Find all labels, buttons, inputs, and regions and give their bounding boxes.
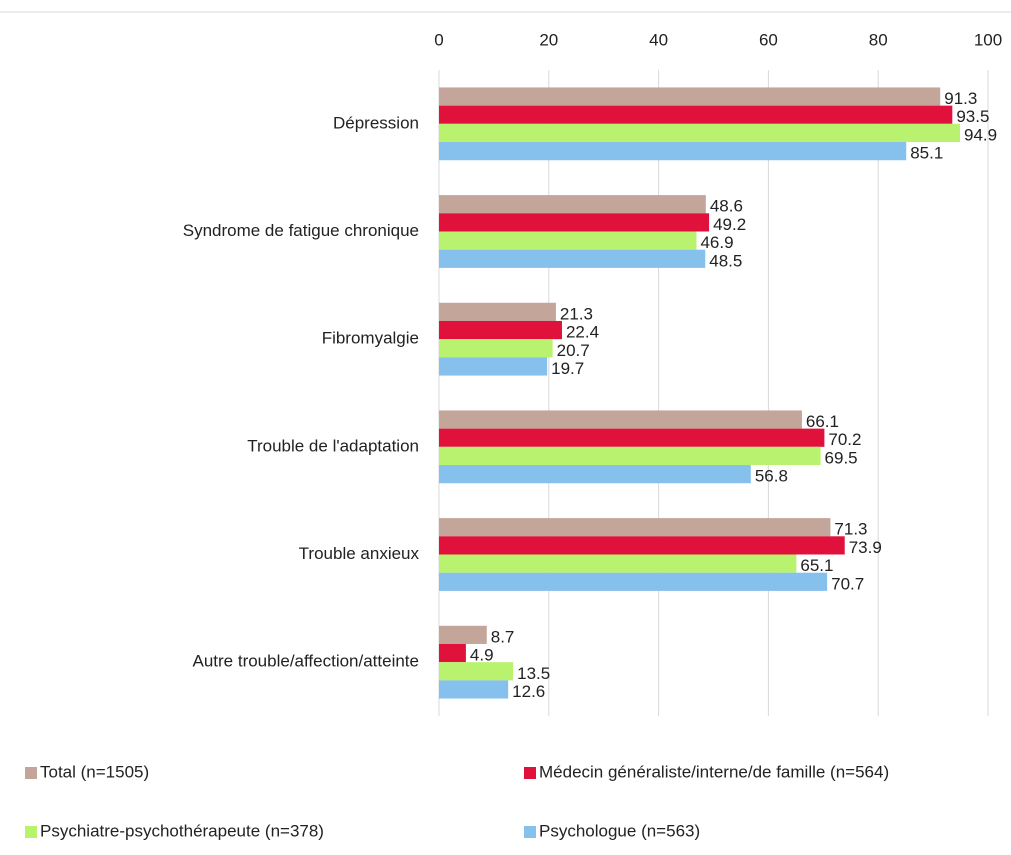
value-label: 48.5 [709,251,742,270]
value-label: 4.9 [470,646,494,665]
value-label: 94.9 [964,125,997,144]
bar [439,662,514,681]
bar [439,554,797,573]
legend-label: Total (n=1505) [40,762,149,781]
bar [439,142,907,161]
y-tick-label: Syndrome de fatigue chronique [183,221,419,240]
legend-label: Médecin généraliste/interne/de famille (… [539,762,889,781]
legend-label: Psychologue (n=563) [539,821,700,840]
y-tick-label: Trouble anxieux [299,544,420,563]
y-tick-label: Dépression [333,113,419,132]
bar [439,625,487,644]
bar [439,87,941,106]
value-label: 12.6 [512,682,545,701]
y-tick-label: Autre trouble/affection/atteinte [192,652,419,671]
bar [439,213,710,232]
bar [439,518,831,537]
value-label: 66.1 [806,412,839,431]
legend-swatch [524,826,536,838]
bar [439,428,825,447]
value-label: 70.7 [831,574,864,593]
value-label: 91.3 [944,89,977,108]
bar [439,572,828,591]
bar [439,536,845,555]
bar [439,339,553,358]
bar [439,320,562,340]
y-tick-label: Trouble de l'adaptation [247,436,419,455]
bar [439,410,802,429]
bar [439,680,509,699]
value-label: 65.1 [800,556,833,575]
value-label: 70.2 [828,430,861,449]
value-label: 93.5 [956,107,989,126]
value-label: 71.3 [834,520,867,539]
bar [439,357,548,376]
value-label: 48.6 [710,197,743,216]
value-label: 46.9 [700,233,733,252]
bar [439,643,466,663]
bar [439,249,706,268]
x-tick-label: 40 [649,30,668,49]
legend-swatch [524,767,536,779]
value-label: 19.7 [551,359,584,378]
x-tick-label: 60 [759,30,778,49]
value-label: 56.8 [755,467,788,486]
x-tick-label: 100 [974,30,1002,49]
value-label: 8.7 [491,627,515,646]
value-label: 21.3 [560,304,593,323]
legend-label: Psychiatre-psychothérapeute (n=378) [40,821,324,840]
bar [439,465,751,484]
value-label: 22.4 [566,323,599,342]
bar [439,195,706,214]
bar [439,231,697,250]
legend-swatch [25,767,37,779]
y-tick-label: Fibromyalgie [322,329,419,348]
bar [439,123,961,143]
value-label: 85.1 [910,144,943,163]
value-label: 73.9 [849,538,882,557]
bar [439,302,556,321]
legend-swatch [25,826,37,838]
x-tick-label: 0 [434,30,443,49]
value-label: 49.2 [713,215,746,234]
x-tick-label: 20 [539,30,558,49]
bar [439,446,821,466]
bar [439,105,953,124]
value-label: 20.7 [557,341,590,360]
x-tick-label: 80 [869,30,888,49]
value-label: 13.5 [517,664,550,683]
value-label: 69.5 [825,448,858,467]
